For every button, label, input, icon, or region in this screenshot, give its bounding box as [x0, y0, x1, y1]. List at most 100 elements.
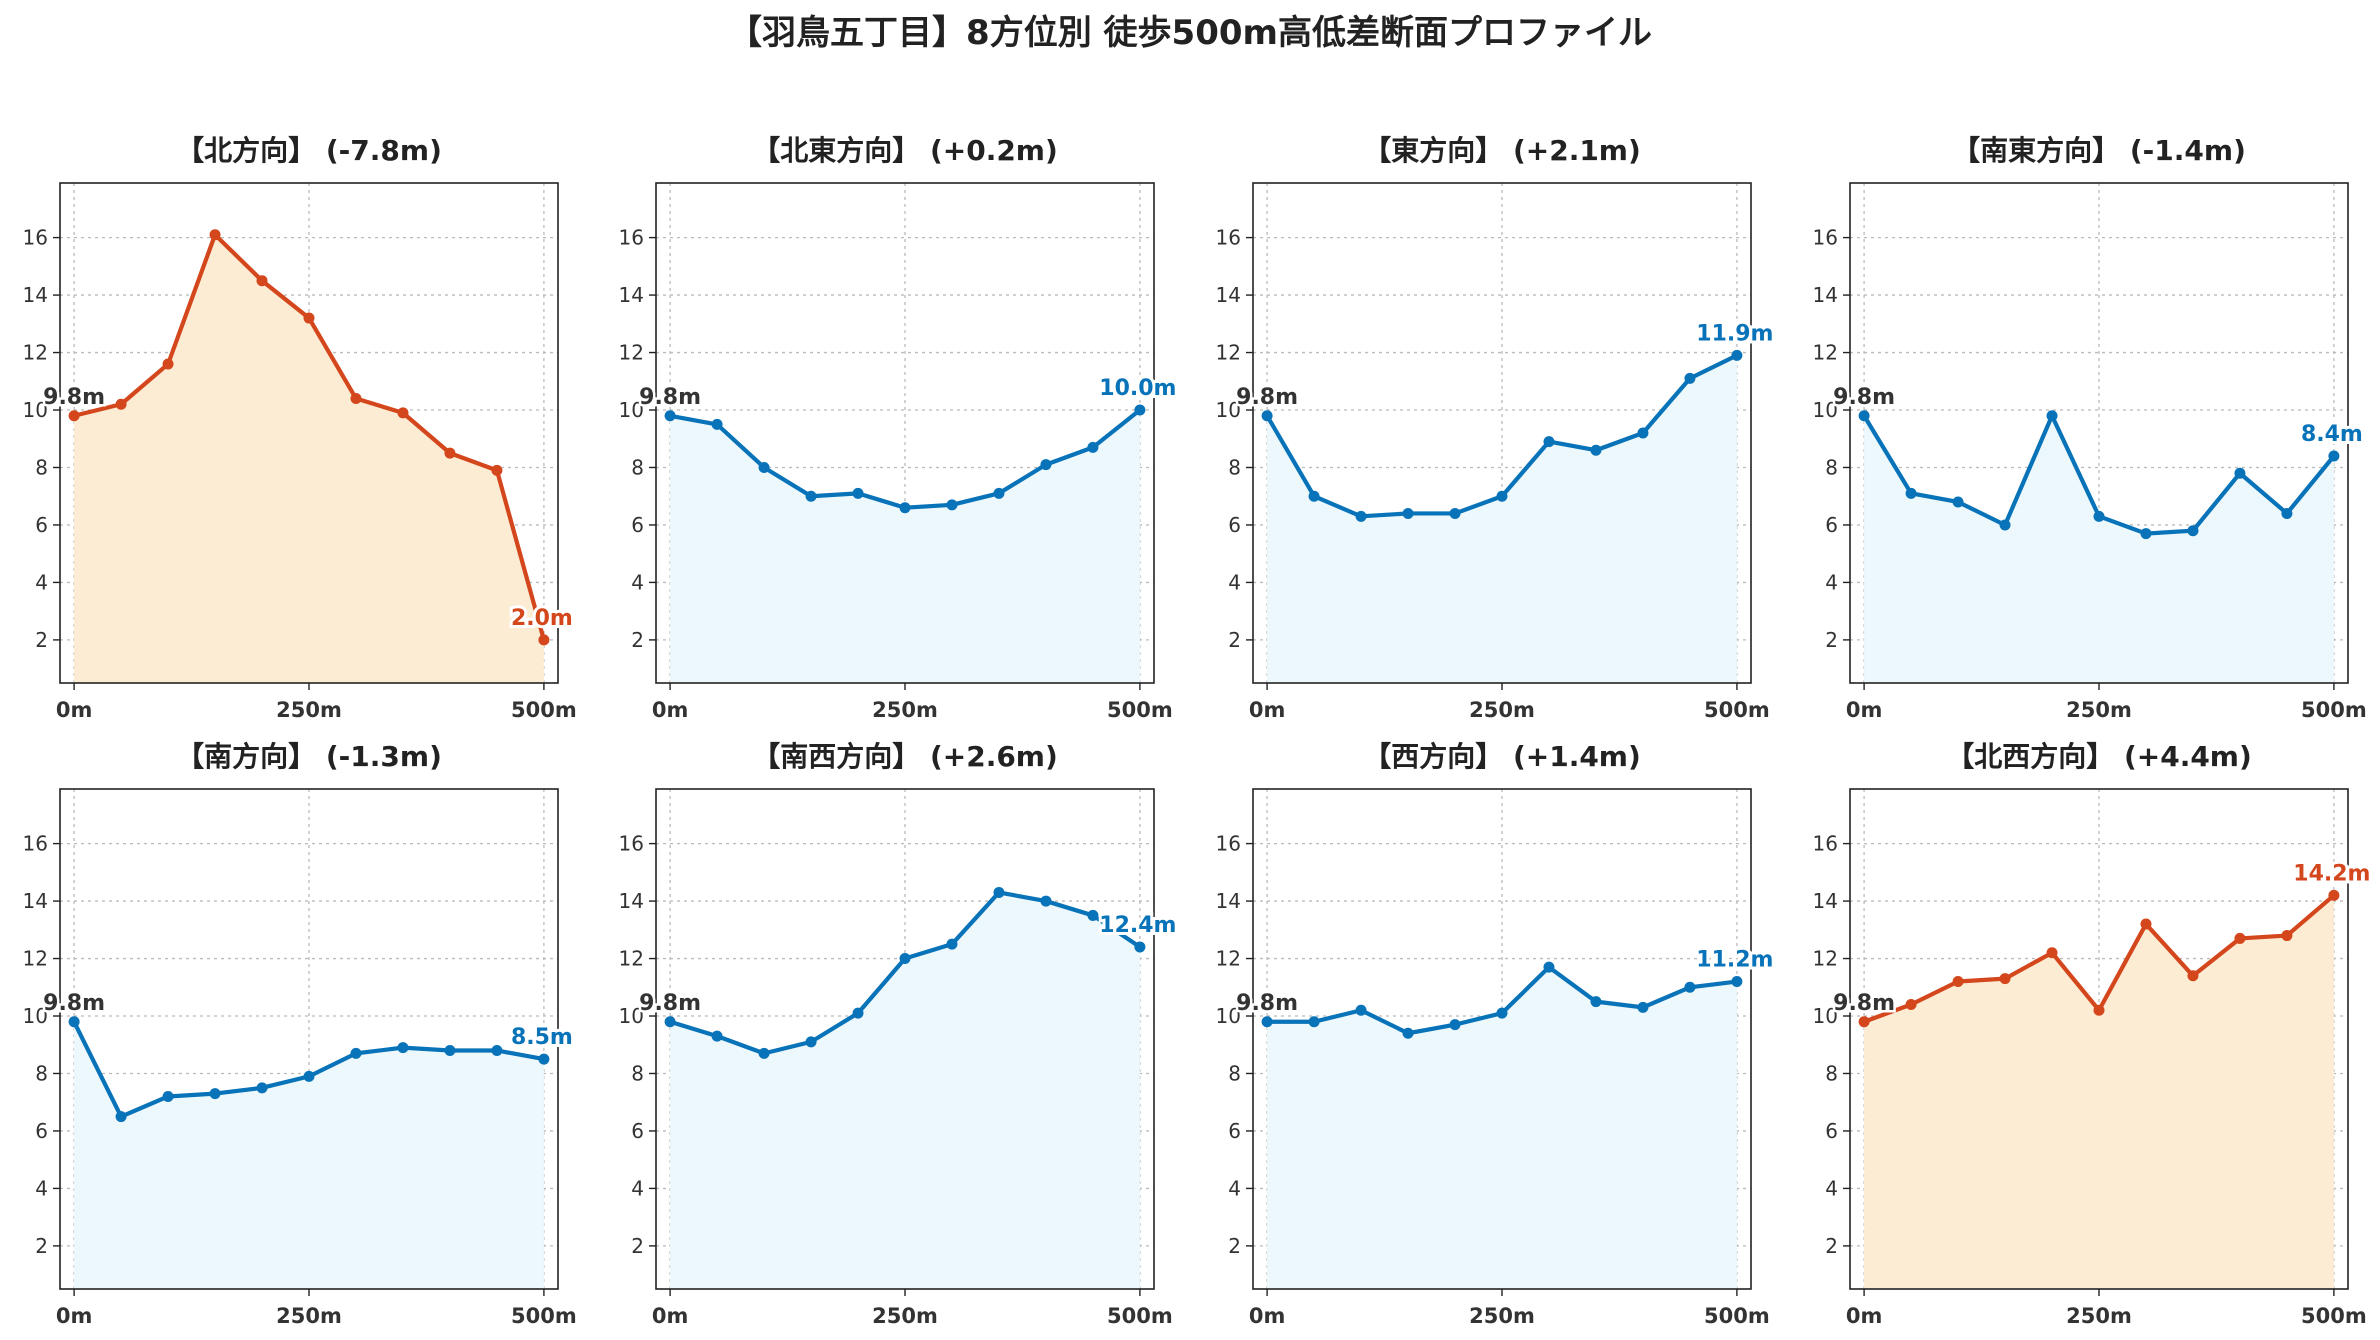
y-tick-label: 6 [35, 1119, 48, 1143]
data-point-350m [397, 407, 409, 419]
data-point-250m [1496, 490, 1508, 502]
data-point-250m [303, 312, 315, 324]
x-tick-label: 500m [2301, 698, 2367, 722]
y-tick-label: 16 [1216, 226, 1241, 250]
y-tick-label: 6 [1825, 1119, 1838, 1143]
end-elevation-label: 11.9m [1696, 321, 1773, 346]
y-tick-label: 12 [23, 341, 48, 365]
data-point-150m [1999, 973, 2011, 985]
panel-title: 【北東方向】 (+0.2m) [752, 134, 1058, 167]
y-tick-label: 14 [1813, 283, 1838, 307]
x-tick-label: 0m [1249, 698, 1286, 722]
data-point-250m [899, 502, 911, 514]
x-tick-label: 250m [276, 1304, 342, 1328]
data-point-0m [68, 1016, 80, 1028]
start-elevation-label: 9.8m [1833, 991, 1895, 1016]
y-tick-label: 4 [35, 1176, 48, 1200]
y-tick-label: 12 [619, 341, 644, 365]
data-point-500m [1731, 976, 1743, 988]
chart-panel-4: 【南東方向】 (-1.4m) 2 4 6 8 10 12 14 16 0m 250m 500m 9.8m… [1813, 134, 2367, 722]
y-tick-label: 10 [1813, 1004, 1838, 1028]
data-point-200m [1449, 507, 1461, 519]
data-point-50m [1905, 487, 1917, 499]
y-tick-label: 8 [631, 1061, 644, 1085]
data-point-400m [2234, 467, 2246, 479]
y-tick-label: 10 [1813, 398, 1838, 422]
data-point-200m [256, 275, 268, 287]
data-point-250m [303, 1070, 315, 1082]
y-tick-label: 14 [1216, 889, 1241, 913]
area-fill [670, 410, 1140, 683]
data-point-100m [758, 1047, 770, 1059]
chart-panel-6: 【南西方向】 (+2.6m) 2 4 6 8 10 12 14 16 0m 250m 500m 9.8m… [619, 740, 1180, 1328]
data-point-0m [664, 410, 676, 422]
data-point-300m [2140, 528, 2152, 540]
y-tick-label: 2 [631, 1234, 644, 1258]
area-fill [1267, 967, 1737, 1289]
x-tick-label: 500m [511, 1304, 577, 1328]
y-tick-label: 4 [631, 570, 644, 594]
data-point-200m [852, 487, 864, 499]
data-point-450m [1684, 372, 1696, 384]
data-point-200m [2046, 410, 2058, 422]
y-tick-label: 8 [631, 455, 644, 479]
y-tick-label: 4 [1228, 1176, 1241, 1200]
end-elevation-label: 11.2m [1696, 948, 1773, 973]
y-tick-label: 12 [1813, 341, 1838, 365]
chart-panel-2: 【北東方向】 (+0.2m) 2 4 6 8 10 12 14 16 0m 250m 500m 9.8m… [619, 134, 1180, 722]
data-point-500m [538, 1053, 550, 1065]
data-point-300m [2140, 918, 2152, 930]
y-tick-label: 10 [23, 398, 48, 422]
data-point-50m [115, 1111, 127, 1123]
y-tick-label: 6 [35, 513, 48, 537]
data-point-450m [491, 464, 503, 476]
x-tick-label: 0m [1846, 1304, 1883, 1328]
data-point-350m [1590, 996, 1602, 1008]
data-point-150m [805, 490, 817, 502]
x-tick-label: 0m [56, 1304, 93, 1328]
y-tick-label: 12 [1813, 947, 1838, 971]
panel-title: 【南西方向】 (+2.6m) [752, 740, 1058, 773]
data-point-400m [1637, 1001, 1649, 1013]
data-point-350m [1590, 444, 1602, 456]
chart-panel-5: 【南方向】 (-1.3m) 2 4 6 8 10 12 14 16 0m 250m 500m 9.8m 8… [23, 740, 577, 1328]
area-fill [1267, 355, 1737, 683]
data-point-250m [1496, 1007, 1508, 1019]
x-tick-label: 500m [511, 698, 577, 722]
y-tick-label: 16 [23, 832, 48, 856]
data-point-400m [1637, 427, 1649, 439]
data-point-100m [1952, 496, 1964, 508]
data-point-500m [1731, 349, 1743, 361]
data-point-50m [115, 398, 127, 410]
x-tick-label: 500m [2301, 1304, 2367, 1328]
x-tick-label: 250m [872, 698, 938, 722]
x-tick-label: 0m [1846, 698, 1883, 722]
data-point-450m [2281, 930, 2293, 942]
x-tick-label: 250m [2066, 698, 2132, 722]
data-point-250m [2093, 1004, 2105, 1016]
data-point-150m [805, 1036, 817, 1048]
data-point-400m [444, 1044, 456, 1056]
y-tick-label: 10 [619, 1004, 644, 1028]
y-tick-label: 16 [1813, 832, 1838, 856]
end-elevation-label: 10.0m [1099, 376, 1176, 401]
x-tick-label: 500m [1704, 698, 1770, 722]
data-point-500m [1134, 404, 1146, 416]
y-tick-label: 2 [1825, 628, 1838, 652]
y-tick-label: 8 [1825, 1061, 1838, 1085]
data-point-0m [664, 1016, 676, 1028]
y-tick-label: 8 [1228, 1061, 1241, 1085]
y-tick-label: 12 [23, 947, 48, 971]
y-tick-label: 8 [35, 1061, 48, 1085]
y-tick-label: 12 [1216, 947, 1241, 971]
y-tick-label: 2 [35, 1234, 48, 1258]
data-point-50m [711, 1030, 723, 1042]
data-point-500m [2328, 889, 2340, 901]
end-elevation-label: 8.4m [2301, 422, 2363, 447]
y-tick-label: 6 [1228, 1119, 1241, 1143]
area-fill [74, 1021, 544, 1289]
y-tick-label: 14 [1216, 283, 1241, 307]
data-point-50m [1308, 490, 1320, 502]
x-tick-label: 250m [276, 698, 342, 722]
data-point-300m [350, 1047, 362, 1059]
